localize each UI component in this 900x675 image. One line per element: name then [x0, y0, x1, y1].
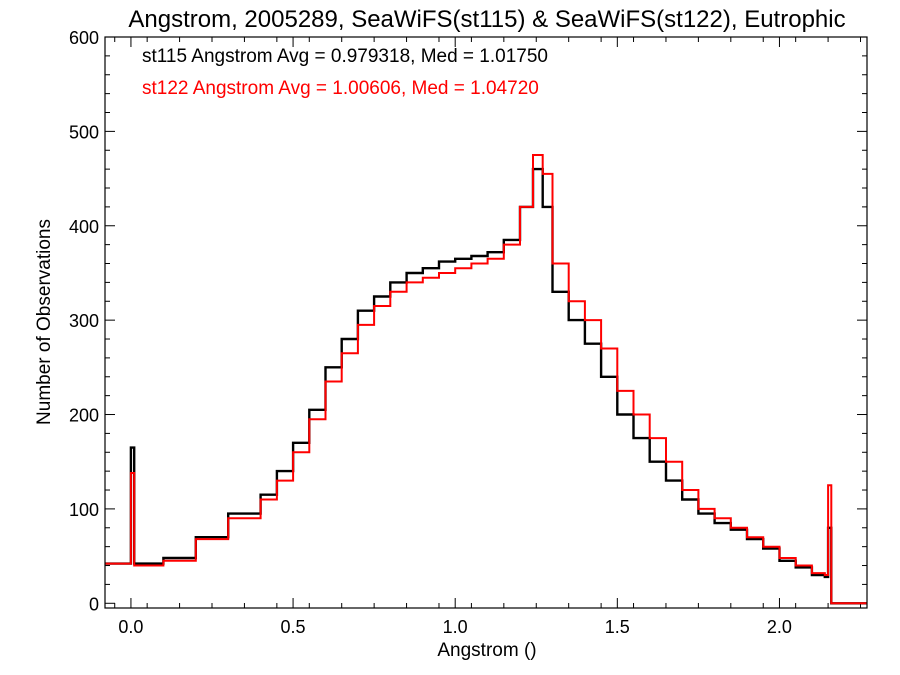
- x-tick-label: 1.0: [443, 617, 468, 637]
- series-2-line: [105, 154, 867, 605]
- y-tick-label: 100: [69, 500, 99, 520]
- y-tick-label: 300: [69, 311, 99, 331]
- y-tick-label: 600: [69, 28, 99, 48]
- series-layer: [105, 154, 867, 605]
- annotation-2: st122 Angstrom Avg = 1.00606, Med = 1.04…: [142, 78, 539, 99]
- annotations: st115 Angstrom Avg = 0.979318, Med = 1.0…: [142, 46, 548, 99]
- y-tick-label: 500: [69, 122, 99, 142]
- x-axis-label: Angstrom (): [437, 640, 536, 661]
- annotation-1: st115 Angstrom Avg = 0.979318, Med = 1.0…: [142, 46, 548, 67]
- chart-title: Angstrom, 2005289, SeaWiFS(st115) & SeaW…: [128, 6, 845, 33]
- y-tick-label: 200: [69, 406, 99, 426]
- y-tick-label: 400: [69, 217, 99, 237]
- x-tick-label: 2.0: [767, 617, 792, 637]
- x-tick-label: 1.5: [605, 617, 630, 637]
- plot-frame: [104, 36, 868, 609]
- axis-ticks: 0.0 0.5 1.0 1.5 2.0 0 100 200 300 400 500 600: [69, 28, 867, 637]
- y-axis-label: Number of Observations: [34, 219, 55, 425]
- x-tick-label: 0.0: [118, 617, 143, 637]
- y-tick-label: 0: [89, 594, 99, 614]
- x-tick-label: 0.5: [281, 617, 306, 637]
